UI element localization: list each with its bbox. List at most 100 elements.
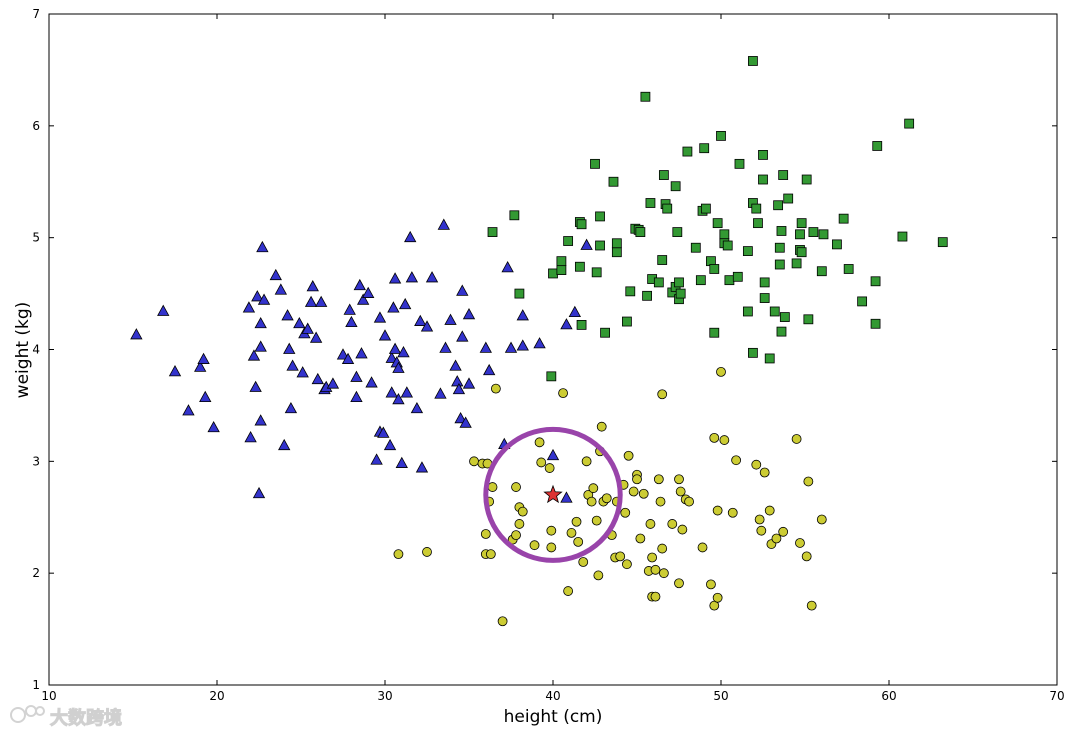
triangle-point	[439, 341, 452, 353]
circle-point	[546, 525, 557, 536]
square-point	[674, 277, 684, 288]
circle-point	[593, 570, 604, 581]
circle-point	[716, 366, 726, 377]
y-tick-label: 5	[32, 231, 40, 245]
circle-point	[727, 507, 738, 518]
square-point	[937, 237, 948, 248]
circle-point	[393, 549, 404, 560]
circle-point	[601, 493, 612, 504]
circle-point	[632, 474, 642, 485]
square-point	[556, 265, 567, 275]
square-point	[635, 227, 646, 237]
watermark-logo: 大数跨境	[10, 705, 123, 730]
square-point	[700, 203, 711, 214]
square-point	[897, 231, 908, 242]
triangle-point	[283, 342, 296, 354]
triangle-point	[194, 360, 207, 372]
triangle-point	[199, 390, 212, 402]
circle-point	[674, 578, 684, 589]
y-tick-label: 6	[32, 119, 40, 133]
circle-point	[709, 432, 720, 443]
triangle-point	[504, 341, 518, 353]
square-point	[774, 259, 785, 270]
square-point	[759, 277, 770, 288]
triangle-point	[336, 348, 350, 360]
circle-point	[754, 514, 765, 525]
square-point	[556, 256, 567, 267]
circle-point	[657, 389, 668, 400]
circle-point	[647, 552, 658, 563]
triangle-point	[420, 320, 434, 332]
circle-point	[573, 536, 584, 547]
square-point	[675, 288, 686, 299]
square-point	[591, 267, 602, 278]
triangle-point	[242, 301, 256, 313]
circle-point	[803, 476, 814, 487]
square-point	[576, 219, 587, 230]
circle-point	[650, 591, 661, 602]
triangle-point	[157, 304, 170, 316]
triangle-point	[462, 377, 476, 389]
square-point	[778, 170, 789, 180]
square-point	[773, 200, 784, 211]
square-point	[712, 218, 723, 229]
plot-area	[48, 13, 1058, 686]
triangle-point	[370, 453, 383, 465]
triangle-point	[304, 295, 318, 307]
circle-point	[622, 559, 632, 570]
circle-point	[756, 525, 767, 536]
square-point	[796, 218, 807, 229]
triangle-point	[580, 238, 593, 250]
triangle-point	[355, 347, 368, 359]
triangle-point	[269, 268, 282, 281]
triangle-point	[254, 414, 267, 426]
circle-point	[480, 529, 491, 539]
triangle-point	[251, 290, 264, 302]
square-point	[776, 326, 787, 337]
circle-point	[816, 514, 827, 525]
square-point	[690, 242, 701, 253]
x-tick-label: 30	[377, 689, 392, 703]
triangle-point	[341, 352, 355, 364]
square-point	[622, 316, 632, 327]
triangle-point	[516, 309, 529, 321]
square-point	[657, 255, 668, 265]
x-tick-label: 20	[209, 689, 224, 703]
circle-point	[645, 519, 656, 529]
triangle-point	[296, 366, 309, 378]
square-point	[595, 211, 605, 222]
triangle-point	[387, 301, 400, 313]
triangle-point	[350, 370, 363, 382]
circle-point	[581, 456, 592, 467]
triangle-point	[286, 359, 299, 371]
triangle-point	[311, 372, 324, 385]
circle-point	[469, 456, 479, 467]
circle-point	[712, 592, 723, 603]
square-point	[774, 242, 785, 253]
square-point	[795, 229, 805, 240]
triangle-point	[362, 286, 375, 298]
triangle-point	[410, 401, 424, 414]
circle-point	[667, 519, 678, 529]
square-point	[722, 240, 733, 251]
square-point	[487, 227, 498, 237]
triangle-point	[516, 339, 529, 351]
triangle-point	[451, 375, 464, 387]
triangle-point	[256, 240, 269, 253]
square-point	[682, 146, 693, 157]
circle-point	[759, 467, 770, 478]
triangle-point	[252, 486, 266, 499]
square-point	[872, 141, 883, 151]
triangle-point	[306, 280, 319, 292]
triangle-point	[397, 346, 410, 358]
triangle-point	[383, 438, 397, 451]
square-point	[742, 306, 753, 317]
triangle-point	[434, 387, 447, 399]
circle-point	[778, 526, 789, 537]
square-point	[748, 56, 758, 66]
square-point	[709, 327, 720, 338]
circle-point	[485, 549, 496, 560]
circle-point	[684, 496, 694, 507]
square-point	[672, 227, 683, 237]
triangle-point	[257, 293, 271, 305]
